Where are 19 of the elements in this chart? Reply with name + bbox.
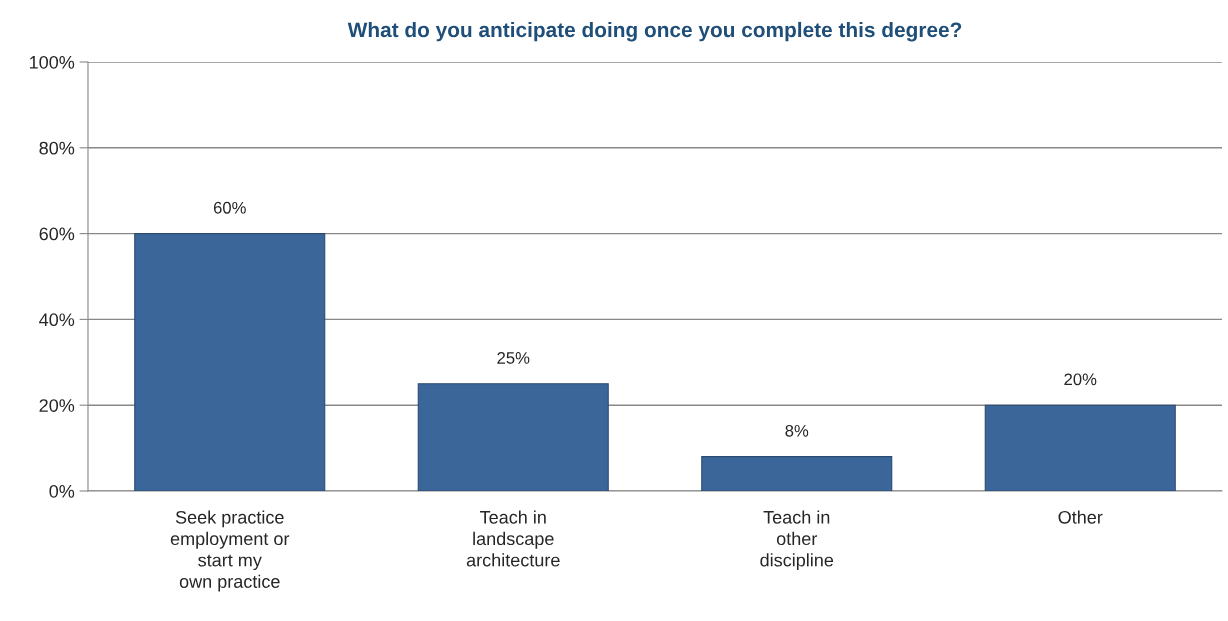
y-tick-label: 60% xyxy=(39,227,75,241)
chart-title: What do you anticipate doing once you complete this degree? xyxy=(347,21,962,42)
x-tick-label: Teach in landscape architecture xyxy=(466,510,560,567)
data-label: 8% xyxy=(785,424,809,437)
y-tick-label: 0% xyxy=(49,484,75,498)
data-label: 25% xyxy=(497,351,530,364)
y-tick-label: 40% xyxy=(39,313,75,327)
bar xyxy=(417,383,609,491)
x-tick-label: Teach in other discipline xyxy=(760,510,834,571)
bar xyxy=(984,404,1176,491)
data-label: 20% xyxy=(1064,373,1097,386)
data-label: 60% xyxy=(213,201,246,214)
x-tick-label: Seek practice employment or start my own practice xyxy=(170,510,290,592)
y-tick-label: 100% xyxy=(30,55,75,69)
x-tick-label: Other xyxy=(1058,510,1103,524)
bar xyxy=(134,233,326,491)
bar xyxy=(701,456,893,491)
y-tick-label: 80% xyxy=(39,141,75,155)
y-tick-label: 20% xyxy=(39,399,75,412)
